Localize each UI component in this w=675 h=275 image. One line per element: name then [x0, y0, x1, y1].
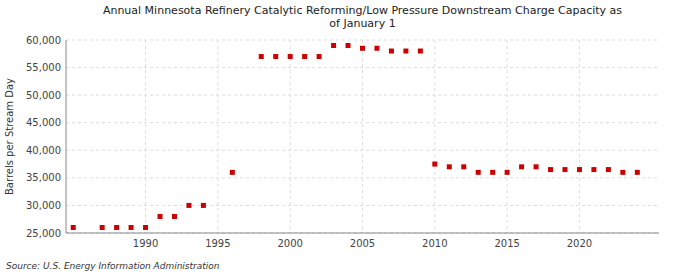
point — [403, 49, 408, 54]
point — [389, 49, 394, 54]
point — [346, 43, 351, 48]
points — [71, 43, 640, 230]
grid-line — [217, 40, 218, 233]
point — [172, 214, 177, 219]
point — [230, 170, 235, 175]
point — [100, 225, 105, 230]
point — [606, 167, 611, 172]
point — [360, 46, 365, 51]
point — [591, 167, 596, 172]
point — [447, 164, 452, 169]
point — [519, 164, 524, 169]
y-tick-label: 50,000 — [26, 90, 61, 101]
point — [71, 225, 76, 230]
point — [534, 164, 539, 169]
y-tick-label: 45,000 — [26, 117, 61, 128]
point — [302, 54, 307, 59]
point — [317, 54, 322, 59]
x-tick-label: 2000 — [277, 238, 302, 249]
point — [505, 170, 510, 175]
x-tick-label: 1990 — [133, 238, 158, 249]
point — [418, 49, 423, 54]
grid-line — [145, 40, 146, 233]
grid-line — [66, 122, 659, 123]
point — [114, 225, 119, 230]
point — [143, 225, 148, 230]
grid-line — [434, 40, 435, 233]
point — [562, 167, 567, 172]
point — [490, 170, 495, 175]
x-axis — [66, 233, 659, 234]
source: Source: U.S. Energy Information Administ… — [6, 261, 220, 271]
grid-line — [507, 40, 508, 233]
point — [158, 214, 163, 219]
x-tick-label: 1995 — [205, 238, 230, 249]
x-tick-label: 2005 — [350, 238, 375, 249]
point — [620, 170, 625, 175]
grid-line — [66, 233, 659, 234]
point — [201, 203, 206, 208]
y-tick-label: 60,000 — [26, 35, 61, 46]
title: Annual Minnesota Refinery Catalytic Refo… — [103, 4, 622, 30]
point — [548, 167, 553, 172]
point — [577, 167, 582, 172]
y-tick-label: 40,000 — [26, 145, 61, 156]
point — [374, 46, 379, 51]
x-tick-label: 2015 — [494, 238, 519, 249]
y-tick-label: 30,000 — [26, 200, 61, 211]
point — [186, 203, 191, 208]
x-tick-label: 2010 — [422, 238, 447, 249]
point — [461, 164, 466, 169]
y-tick-label: 25,000 — [26, 228, 61, 239]
y-tick-label: 55,000 — [26, 62, 61, 73]
point — [635, 170, 640, 175]
y-axis-label: Barrels per Stream Day — [4, 78, 15, 195]
y-axis — [66, 40, 67, 233]
grid-line — [362, 40, 363, 233]
grid-line — [290, 40, 291, 233]
grid — [66, 40, 659, 233]
point — [432, 162, 437, 167]
point — [129, 225, 134, 230]
point — [476, 170, 481, 175]
point — [273, 54, 278, 59]
point — [331, 43, 336, 48]
grid-line — [66, 205, 659, 206]
grid-line — [579, 40, 580, 233]
point — [288, 54, 293, 59]
y-tick-label: 35,000 — [26, 172, 61, 183]
point — [259, 54, 264, 59]
chart: Annual Minnesota Refinery Catalytic Refo… — [0, 0, 675, 275]
grid-line — [66, 67, 659, 68]
x-tick-label: 2020 — [567, 238, 592, 249]
